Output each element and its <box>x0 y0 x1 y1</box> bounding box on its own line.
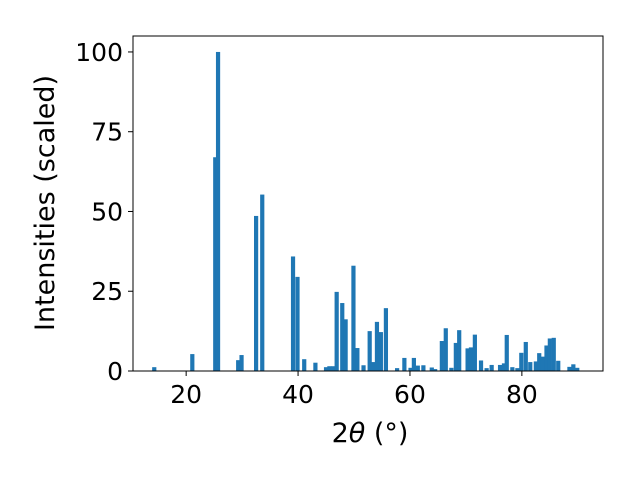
bar <box>465 348 470 371</box>
plot-frame <box>132 35 604 372</box>
x-axis-label-theta: θ <box>349 418 366 449</box>
y-tick-label: 100 <box>75 38 123 67</box>
bar <box>537 353 542 371</box>
bar <box>213 157 218 371</box>
x-axis-label-unit: (°) <box>365 418 408 449</box>
bar <box>439 341 444 371</box>
bar <box>575 367 580 371</box>
bar <box>547 338 552 371</box>
bar <box>355 348 360 371</box>
bar <box>468 347 474 371</box>
y-axis-label: Intensities (scaled) <box>30 75 61 331</box>
bar <box>567 366 572 371</box>
bar <box>334 291 339 371</box>
bar <box>302 359 307 371</box>
bar <box>528 362 533 371</box>
bar <box>408 367 413 371</box>
y-tick-label: 25 <box>91 277 123 306</box>
bar <box>236 360 241 371</box>
bar <box>510 367 515 371</box>
bar <box>523 341 528 371</box>
bar <box>313 362 318 371</box>
bar <box>540 356 545 371</box>
bar <box>361 365 366 371</box>
bar <box>411 357 416 371</box>
x-axis-label-prefix: 2 <box>332 418 349 449</box>
bar <box>501 363 507 371</box>
x-tick-label: 60 <box>394 380 426 409</box>
y-tick-label: 75 <box>91 118 123 147</box>
bar <box>453 342 458 371</box>
bar <box>374 321 380 371</box>
bar <box>544 345 549 371</box>
bar <box>152 367 157 371</box>
bar <box>571 364 576 371</box>
bar <box>367 331 372 371</box>
bar <box>533 361 538 371</box>
bar <box>351 265 356 371</box>
bar <box>343 319 348 371</box>
bar <box>190 354 195 371</box>
bar <box>421 365 426 371</box>
bar <box>371 362 376 371</box>
bar <box>489 364 494 371</box>
bar <box>340 303 345 371</box>
x-axis-label: 2θ (°) <box>332 418 409 449</box>
y-axis: 0 25 50 75 100 <box>75 38 133 386</box>
y-tick-label: 0 <box>107 357 123 386</box>
bar <box>215 51 221 371</box>
bar <box>556 360 561 371</box>
bar <box>551 337 556 371</box>
bar <box>295 276 300 371</box>
bar <box>327 366 332 371</box>
bar <box>443 328 448 371</box>
x-tick-label: 40 <box>282 380 314 409</box>
bar <box>515 368 520 371</box>
bar <box>383 308 389 371</box>
bar <box>472 334 477 371</box>
y-tick-label: 50 <box>91 197 123 226</box>
bar <box>323 367 329 371</box>
x-tick-label: 80 <box>506 380 538 409</box>
bar-series <box>152 51 580 371</box>
bar <box>290 256 296 371</box>
bar <box>478 360 484 371</box>
bar <box>254 215 259 371</box>
bar <box>449 367 454 371</box>
bar <box>331 366 336 371</box>
bar <box>415 365 420 371</box>
bar <box>429 367 434 371</box>
bar <box>497 364 503 371</box>
bar <box>239 355 244 371</box>
bar <box>504 334 509 371</box>
bar <box>402 357 407 371</box>
x-tick-label: 20 <box>170 380 202 409</box>
bar <box>484 368 489 371</box>
bar <box>433 369 438 371</box>
x-axis: 20 40 60 80 <box>170 371 538 409</box>
bar <box>519 352 524 371</box>
bar <box>457 330 462 371</box>
bar <box>395 368 400 371</box>
bar <box>260 194 265 371</box>
bar <box>378 332 383 371</box>
